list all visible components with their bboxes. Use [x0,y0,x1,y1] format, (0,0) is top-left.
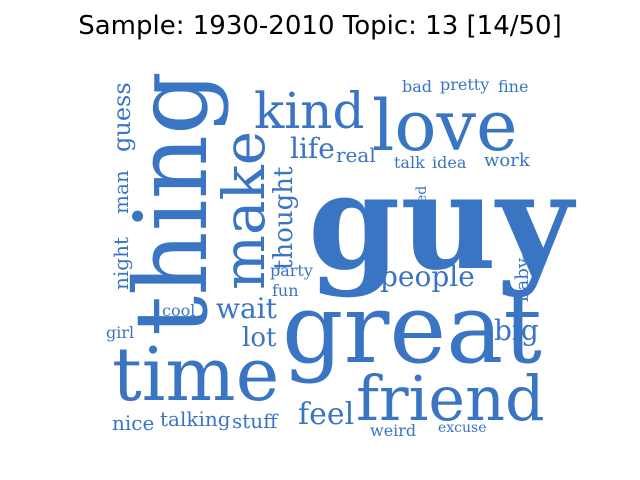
word-big: big [494,314,539,347]
word-girl: girl [106,323,134,342]
word-fun: fun [272,281,299,300]
word-group: guy great love time friend kind people w… [106,71,576,440]
word-call: call [518,236,534,262]
word-real: real [336,143,376,167]
word-kind: kind [254,82,365,140]
word-wanted: wanted [414,186,430,238]
word-lot: lot [242,323,277,353]
word-feel: feel [298,397,354,432]
word-baby: baby [512,257,533,302]
word-wait: wait [216,292,278,325]
word-bad: bad [402,77,432,96]
word-guess: guess [108,82,136,152]
word-party: party [270,261,313,280]
page-title: Sample: 1930-2010 Topic: 13 [14/50] [78,11,562,41]
word-people: people [380,260,475,293]
word-pretty: pretty [440,75,489,94]
word-work: work [484,150,531,171]
word-idea: idea [432,153,467,172]
word-stuff: stuff [232,409,279,433]
word-night: night [109,237,133,290]
word-love: love [372,85,518,167]
word-fine: fine [498,77,528,96]
word-great: great [282,273,542,385]
word-excuse: excuse [438,420,487,436]
word-man: man [109,170,133,214]
word-friend: friend [356,362,545,435]
word-talking: talking [160,407,231,431]
word-cool: cool [162,301,195,320]
word-thought: thought [269,166,299,270]
word-guy: guy [308,145,576,300]
word-make: make [210,131,278,290]
word-time: time [112,332,279,418]
word-thing: thing [113,71,230,336]
word-talk: talk [394,153,425,172]
word-nice: nice [112,411,154,435]
word-life: life [290,132,335,165]
word-weird: weird [370,421,416,440]
